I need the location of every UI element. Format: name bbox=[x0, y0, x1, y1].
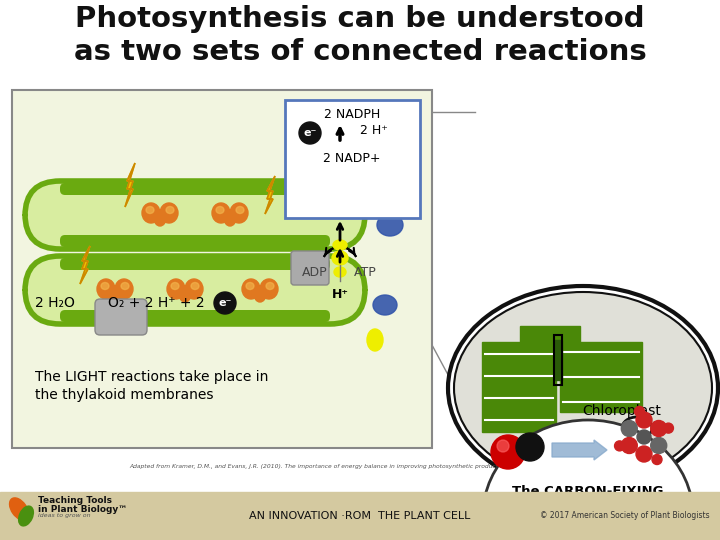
Text: The CARBON-FIXING: The CARBON-FIXING bbox=[512, 485, 664, 498]
Ellipse shape bbox=[167, 279, 185, 299]
Ellipse shape bbox=[377, 214, 403, 236]
Circle shape bbox=[663, 423, 673, 433]
Circle shape bbox=[636, 446, 652, 462]
Ellipse shape bbox=[142, 203, 160, 223]
Circle shape bbox=[621, 437, 637, 454]
Ellipse shape bbox=[212, 203, 230, 223]
Circle shape bbox=[299, 122, 321, 144]
Text: e⁻: e⁻ bbox=[303, 128, 317, 138]
Text: ATP: ATP bbox=[354, 267, 377, 280]
Text: 2 H₂O: 2 H₂O bbox=[35, 296, 75, 310]
Polygon shape bbox=[80, 246, 90, 284]
Circle shape bbox=[497, 440, 509, 452]
Bar bbox=[554, 340, 562, 380]
Text: AN INNOVATION ·ROM  THE PLANT CELL: AN INNOVATION ·ROM THE PLANT CELL bbox=[249, 511, 471, 521]
FancyBboxPatch shape bbox=[285, 100, 420, 218]
Text: ideas to grow on: ideas to grow on bbox=[38, 513, 91, 518]
Ellipse shape bbox=[367, 329, 383, 351]
Circle shape bbox=[491, 435, 525, 469]
FancyBboxPatch shape bbox=[60, 258, 330, 270]
Ellipse shape bbox=[242, 279, 260, 299]
Ellipse shape bbox=[109, 286, 121, 302]
FancyBboxPatch shape bbox=[25, 181, 365, 249]
Ellipse shape bbox=[171, 282, 179, 289]
Text: the chloroplast stroma: the chloroplast stroma bbox=[513, 507, 663, 520]
Ellipse shape bbox=[97, 279, 115, 299]
Ellipse shape bbox=[9, 498, 29, 520]
Text: H⁺: H⁺ bbox=[331, 288, 348, 301]
Ellipse shape bbox=[333, 240, 347, 250]
Ellipse shape bbox=[160, 203, 178, 223]
FancyBboxPatch shape bbox=[95, 299, 147, 335]
Ellipse shape bbox=[216, 206, 224, 213]
Text: The LIGHT reactions take place in: The LIGHT reactions take place in bbox=[35, 370, 269, 384]
Text: reactions take place in: reactions take place in bbox=[513, 496, 664, 509]
Ellipse shape bbox=[185, 279, 203, 299]
FancyBboxPatch shape bbox=[25, 256, 365, 324]
Bar bbox=[554, 335, 562, 385]
Ellipse shape bbox=[260, 279, 278, 299]
Text: 2 H⁺: 2 H⁺ bbox=[360, 124, 388, 137]
Ellipse shape bbox=[334, 267, 346, 277]
Ellipse shape bbox=[266, 282, 274, 289]
Ellipse shape bbox=[483, 420, 693, 540]
Ellipse shape bbox=[146, 206, 154, 213]
Ellipse shape bbox=[236, 206, 244, 213]
Circle shape bbox=[516, 433, 544, 461]
Text: © 2017 American Society of Plant Biologists: © 2017 American Society of Plant Biologi… bbox=[541, 511, 710, 521]
Ellipse shape bbox=[19, 506, 33, 526]
Circle shape bbox=[621, 421, 637, 436]
Circle shape bbox=[652, 455, 662, 464]
Ellipse shape bbox=[166, 206, 174, 213]
Text: Photosynthesis can be understood: Photosynthesis can be understood bbox=[75, 5, 645, 33]
Circle shape bbox=[615, 441, 624, 451]
Text: the thylakoid membranes: the thylakoid membranes bbox=[35, 388, 214, 402]
Ellipse shape bbox=[179, 286, 191, 302]
FancyArrow shape bbox=[552, 440, 607, 460]
Bar bbox=[560, 342, 642, 412]
Ellipse shape bbox=[101, 282, 109, 289]
Ellipse shape bbox=[230, 203, 248, 223]
Text: Adapted from Kramer, D.M., and Evans, J.R. (2010). The importance of energy bala: Adapted from Kramer, D.M., and Evans, J.… bbox=[130, 464, 590, 469]
Ellipse shape bbox=[115, 279, 133, 299]
Polygon shape bbox=[265, 176, 275, 214]
FancyBboxPatch shape bbox=[60, 183, 330, 195]
Circle shape bbox=[651, 437, 667, 454]
Text: O₂ + 2 H⁺ + 2: O₂ + 2 H⁺ + 2 bbox=[108, 296, 204, 310]
Circle shape bbox=[634, 407, 644, 416]
Ellipse shape bbox=[373, 295, 397, 315]
Bar bbox=[520, 326, 580, 348]
Text: ADP: ADP bbox=[302, 267, 328, 280]
Circle shape bbox=[636, 412, 652, 428]
Circle shape bbox=[637, 430, 651, 444]
Ellipse shape bbox=[224, 210, 236, 226]
Ellipse shape bbox=[191, 282, 199, 289]
Text: e⁻: e⁻ bbox=[218, 298, 232, 308]
Text: as two sets of connected reactions: as two sets of connected reactions bbox=[73, 38, 647, 66]
Ellipse shape bbox=[454, 292, 712, 484]
Circle shape bbox=[214, 292, 236, 314]
Ellipse shape bbox=[254, 286, 266, 302]
Bar bbox=[482, 342, 556, 432]
FancyBboxPatch shape bbox=[291, 251, 329, 285]
Ellipse shape bbox=[246, 282, 254, 289]
Circle shape bbox=[651, 421, 667, 436]
Ellipse shape bbox=[121, 282, 129, 289]
Text: 2 NADP+: 2 NADP+ bbox=[323, 152, 381, 165]
Ellipse shape bbox=[448, 286, 718, 490]
Text: Teaching Tools: Teaching Tools bbox=[38, 496, 112, 505]
FancyBboxPatch shape bbox=[12, 90, 432, 448]
FancyBboxPatch shape bbox=[60, 310, 330, 322]
Ellipse shape bbox=[332, 251, 348, 265]
Text: Chloroplast: Chloroplast bbox=[582, 404, 661, 418]
Ellipse shape bbox=[622, 417, 652, 439]
Polygon shape bbox=[125, 163, 135, 207]
Ellipse shape bbox=[154, 210, 166, 226]
Bar bbox=[0, 492, 720, 540]
Text: in Plant Biology™: in Plant Biology™ bbox=[38, 505, 127, 514]
FancyBboxPatch shape bbox=[60, 235, 330, 247]
Text: 2 NADPH: 2 NADPH bbox=[324, 108, 380, 121]
